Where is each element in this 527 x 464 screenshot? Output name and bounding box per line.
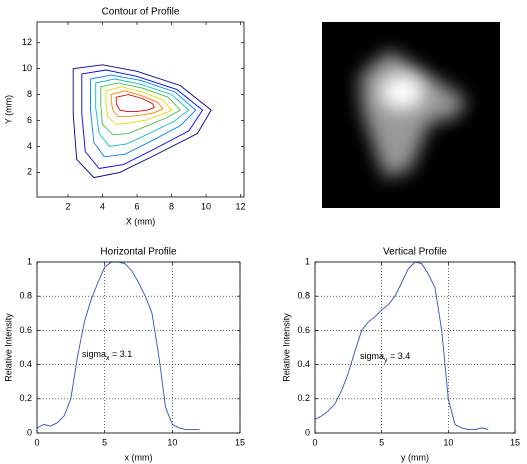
axes-box [314, 261, 516, 434]
annotation: sigmax = 3.1 [82, 349, 132, 361]
y-tick-label: 10 [22, 63, 32, 73]
y-tick-label: 12 [22, 37, 32, 47]
x-tick-label: 5 [379, 437, 384, 447]
y-tick-label: 1 [305, 256, 310, 266]
x-tick-label: 8 [169, 201, 174, 211]
x-tick-label: 2 [66, 201, 71, 211]
y-tick-label: 0.8 [19, 291, 32, 301]
y-tick-label: 8 [27, 89, 32, 99]
x-tick-label: 0 [312, 437, 317, 447]
y-tick-label: 0.4 [19, 359, 32, 369]
plot-area [315, 262, 515, 433]
profile-line [314, 261, 489, 431]
image-peak [380, 74, 424, 110]
y-tick-label: 1 [27, 256, 32, 266]
y-tick-label: 0.2 [297, 393, 310, 403]
y-tick-label: 0.6 [19, 325, 32, 335]
x-tick-label: 4 [100, 201, 105, 211]
x-axis-label: x (mm) [125, 452, 153, 462]
y-tick-label: 0 [27, 427, 32, 437]
annotation-suffix: = 3.1 [110, 349, 133, 359]
contour-line [81, 69, 204, 169]
x-tick-label: 15 [235, 437, 245, 447]
annotation-suffix: = 3.4 [388, 351, 411, 361]
y-tick-label: 6 [27, 115, 32, 125]
y-tick-label: 0.8 [297, 291, 310, 301]
contour-line [72, 64, 212, 179]
x-tick-label: 6 [135, 201, 140, 211]
y-tick-label: 2 [27, 167, 32, 177]
annotation-text: sigma [82, 349, 106, 359]
x-tick-label: 5 [102, 437, 107, 447]
x-tick-label: 10 [201, 201, 211, 211]
y-tick-label: 0 [305, 427, 310, 437]
contour-line [95, 78, 190, 147]
x-tick-label: 12 [236, 201, 246, 211]
x-tick-label: 10 [167, 437, 177, 447]
chart-title: Contour of Profile [102, 7, 180, 18]
intensity-image [322, 22, 500, 208]
x-tick-label: 10 [443, 437, 453, 447]
x-tick-label: 15 [510, 437, 520, 447]
x-axis-label: X (mm) [126, 216, 156, 226]
contour-line [105, 86, 173, 125]
plot-area [37, 262, 240, 433]
annotation-text: sigma [360, 351, 384, 361]
annotation: sigmay = 3.4 [360, 351, 410, 363]
annotation-subscript: x [106, 355, 110, 362]
annotation-subscript: y [384, 357, 388, 364]
y-axis-label: Relative Intensity [281, 313, 291, 382]
chart-title: Horizontal Profile [100, 247, 177, 258]
contour-line [115, 94, 155, 112]
x-tick-label: 0 [34, 437, 39, 447]
contour-line [110, 90, 164, 118]
y-tick-label: 0.2 [19, 393, 32, 403]
y-tick-label: 4 [27, 141, 32, 151]
contour-line [90, 74, 197, 158]
axes-box [36, 21, 245, 198]
x-axis-label: y (mm) [401, 452, 429, 462]
y-tick-label: 0.6 [297, 325, 310, 335]
y-axis-label: Relative Intensity [3, 313, 13, 382]
plot-area [37, 22, 244, 197]
chart-title: Vertical Profile [383, 247, 447, 258]
contour-line [100, 82, 181, 136]
axes-box [36, 261, 241, 434]
y-axis-label: Y (mm) [3, 95, 13, 124]
y-tick-label: 0.4 [297, 359, 310, 369]
